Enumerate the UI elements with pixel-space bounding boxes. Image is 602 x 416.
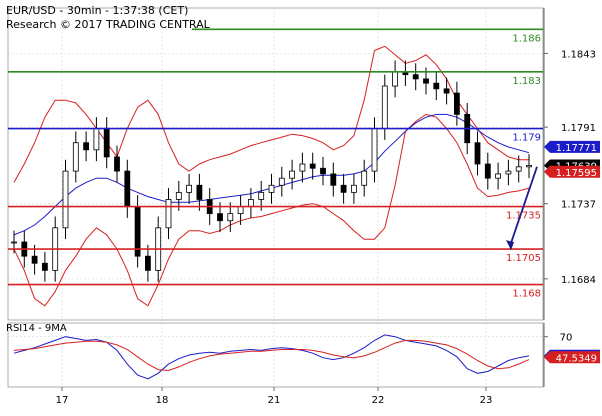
candle-body (268, 184, 275, 193)
price-value-badge (544, 165, 600, 178)
candle-body (392, 71, 399, 87)
candle-body (227, 213, 234, 222)
price-tick-label: 1.1791 (561, 123, 596, 134)
candle-body (11, 241, 17, 244)
x-tick-label: 18 (156, 395, 169, 406)
rsi-tick-label: 70 (560, 333, 573, 344)
level-label: 1.1735 (506, 211, 541, 222)
candle-body (443, 88, 450, 94)
price-value-badge (544, 140, 600, 153)
candle-body (186, 184, 193, 193)
candle-body (484, 163, 491, 179)
chart-title: EUR/USD - 30min - 1:37:38 (CET) (6, 4, 189, 17)
candle-body (217, 213, 223, 222)
candle-body (165, 199, 172, 229)
forecast-arrow-head (506, 240, 514, 251)
price-value-badge-label: 1.17595 (556, 168, 597, 179)
x-tick-label: 22 (372, 395, 385, 406)
candle-body (247, 199, 254, 207)
price-panel-frame (7, 7, 544, 321)
forecast-arrow-shaft (510, 166, 538, 244)
price-tick-label: 1.1684 (561, 275, 596, 286)
candle-body (114, 156, 120, 172)
price-tick-label: 1.1737 (561, 200, 596, 211)
chart-subtitle: Research © 2017 TRADING CENTRAL (6, 18, 210, 31)
price-tick-label: 1.1843 (561, 49, 596, 60)
candle-body (175, 191, 182, 200)
level-label: 1.179 (512, 133, 541, 144)
rsi-line (13, 334, 530, 380)
candle-body (83, 142, 89, 151)
candle-body (144, 255, 151, 271)
x-tick-label: 21 (268, 395, 281, 406)
candle-body (474, 142, 481, 165)
candle-body (453, 92, 460, 115)
candle-body (515, 166, 522, 172)
candle-body (289, 170, 296, 179)
candle-body (124, 170, 131, 207)
candle-body (320, 167, 326, 175)
candle-body (299, 163, 306, 172)
candle-body (371, 128, 378, 172)
candle-body (62, 170, 69, 229)
candle-body (412, 74, 419, 80)
candle-body (361, 170, 368, 186)
rsi-panel-title: RSI14 - 9MA (6, 323, 67, 334)
level-label: 1.1705 (506, 253, 541, 264)
rsi-value-badge-label: 47.5349 (556, 353, 597, 364)
candle-body (495, 173, 502, 179)
rsi-panel-frame (7, 322, 544, 388)
candle-body (330, 173, 337, 186)
candle-body (42, 262, 48, 271)
candle-body (340, 184, 347, 193)
candle-body (433, 82, 440, 90)
candle-body (196, 184, 203, 200)
x-tick-label: 17 (56, 395, 69, 406)
level-label: 1.183 (512, 76, 541, 87)
level-label: 1.168 (512, 289, 541, 300)
candle-body (237, 206, 244, 215)
candle-body (381, 85, 388, 129)
candle-body (72, 142, 79, 172)
price-value-badge-label: 1.17771 (556, 143, 597, 154)
rsi-ma-line (13, 339, 530, 372)
candle-body (350, 184, 357, 193)
candle-body (309, 163, 316, 169)
candle-body (423, 78, 429, 84)
bollinger-upper-line (13, 45, 529, 183)
candle-body (31, 255, 38, 264)
candle-body (278, 177, 285, 186)
candle-body (526, 165, 532, 168)
rsi-value-badge (544, 351, 600, 364)
x-tick-label: 23 (480, 395, 493, 406)
level-label: 1.186 (512, 33, 541, 44)
candle-body (505, 170, 512, 175)
candle-body (103, 128, 110, 158)
bollinger-lower-line (13, 113, 530, 307)
candle-body (93, 128, 100, 151)
candle-body (258, 191, 265, 200)
